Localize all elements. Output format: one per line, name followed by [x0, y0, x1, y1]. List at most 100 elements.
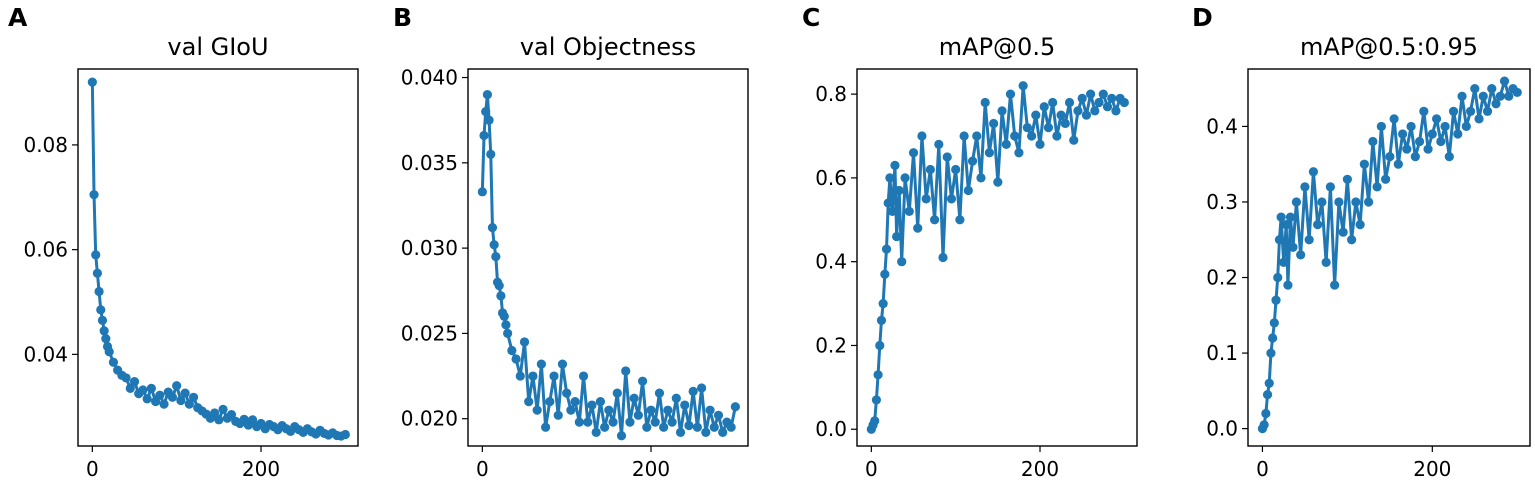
data-point [1279, 257, 1289, 268]
data-point [967, 156, 978, 166]
y-tick-label: 0.0 [815, 417, 847, 441]
data-point [934, 139, 944, 149]
chart-title: mAP@0.5:0.95 [1300, 33, 1478, 61]
data-point [1296, 250, 1306, 260]
data-point [566, 405, 576, 415]
data-point [892, 231, 902, 242]
data-point [1077, 93, 1087, 103]
data-point [1064, 97, 1075, 108]
data-point [1385, 152, 1395, 162]
data-point [904, 206, 914, 217]
data-point [1010, 131, 1020, 141]
data-point [1338, 227, 1348, 237]
data-point [340, 429, 350, 440]
data-point [1262, 390, 1273, 400]
data-point [540, 422, 551, 432]
data-point [663, 405, 673, 415]
data-point [549, 371, 559, 381]
data-point [570, 397, 580, 407]
data-point [1465, 106, 1476, 116]
panel-letter: D [1192, 3, 1213, 32]
x-tick-label: 200 [632, 457, 670, 481]
data-point [1043, 123, 1054, 133]
data-point [938, 252, 948, 263]
data-point [1487, 84, 1497, 94]
data-point [1259, 420, 1269, 430]
data-point [881, 244, 892, 254]
data-point [713, 410, 724, 420]
data-point [511, 354, 521, 364]
x-tick-label: 0 [1256, 457, 1269, 481]
data-point [499, 311, 509, 321]
series-line [869, 84, 1126, 430]
data-point [218, 404, 228, 414]
series-line [480, 93, 737, 438]
data-point [184, 399, 194, 409]
data-point [692, 422, 703, 432]
y-tick-label: 0.025 [401, 321, 458, 345]
data-point [621, 366, 631, 376]
data-point [155, 390, 165, 400]
data-point [146, 383, 156, 393]
data-point [1448, 106, 1459, 116]
data-point [705, 405, 715, 415]
data-point [1330, 280, 1340, 290]
data-point [709, 422, 719, 432]
data-point [524, 397, 534, 407]
data-point [959, 131, 969, 141]
data-point [972, 131, 982, 141]
data-point [1504, 91, 1514, 101]
data-point [1436, 136, 1446, 147]
data-point [1086, 89, 1096, 99]
data-point [1031, 110, 1041, 120]
panel-letter: B [393, 3, 412, 32]
data-point [1431, 114, 1442, 124]
data-point [138, 385, 148, 395]
data-point [1274, 235, 1285, 245]
data-point [942, 152, 952, 162]
data-point [1474, 114, 1484, 124]
y-tick-label: 0.04 [23, 342, 68, 366]
data-point [1381, 174, 1391, 184]
data-point [1376, 121, 1386, 132]
data-point [887, 206, 898, 217]
data-point [108, 357, 119, 367]
data-point [574, 417, 584, 427]
data-point [545, 397, 555, 407]
data-point [129, 377, 140, 387]
data-point [897, 257, 907, 267]
y-tick-label: 0.1 [1206, 341, 1238, 365]
data-point [507, 345, 517, 356]
data-point [1266, 348, 1276, 358]
data-point [479, 130, 489, 141]
data-point [247, 415, 258, 425]
data-point [1419, 106, 1429, 116]
data-point [1478, 91, 1488, 101]
data-point [532, 405, 542, 415]
data-point [1453, 129, 1463, 139]
y-tick-label: 0.040 [401, 66, 458, 90]
data-point [1355, 220, 1365, 230]
data-point [1347, 235, 1357, 245]
data-point [489, 240, 499, 250]
data-point [1342, 174, 1352, 184]
x-tick-label: 0 [86, 457, 99, 481]
data-point [92, 268, 102, 278]
data-point [1334, 197, 1344, 207]
data-point [1491, 99, 1501, 109]
data-point [726, 422, 736, 432]
y-tick-label: 0.030 [401, 236, 458, 260]
data-point [1359, 159, 1369, 169]
data-point [1372, 182, 1382, 192]
y-tick-label: 0.035 [401, 151, 458, 175]
data-point [633, 410, 643, 420]
data-point [646, 405, 656, 415]
data-point [1512, 87, 1522, 98]
data-point [1304, 235, 1314, 245]
axes-frame [1247, 68, 1531, 447]
chart-title: val GIoU [167, 33, 268, 61]
y-tick-label: 0.08 [23, 133, 68, 157]
data-point [1048, 97, 1058, 108]
